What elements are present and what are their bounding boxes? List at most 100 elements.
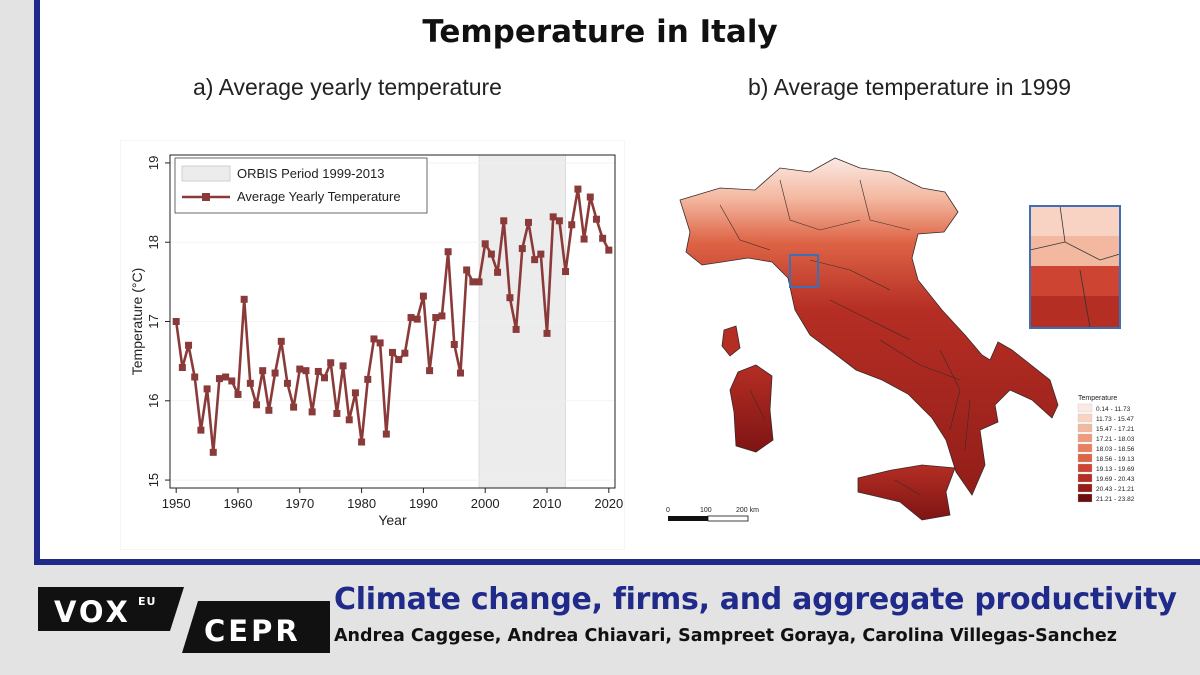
data-point <box>376 339 384 347</box>
inset-cell-2 <box>1030 236 1120 266</box>
temperature-line-chart: 1950 1960 1970 1980 1990 2000 2010 2020 1516171… <box>120 140 625 550</box>
data-point <box>321 374 329 382</box>
panel-a-title: a) Average yearly temperature <box>193 74 502 100</box>
map-inset <box>1029 205 1121 329</box>
data-point <box>253 401 261 409</box>
x-tick-label: 2010 <box>533 496 562 511</box>
map-region-borders <box>719 179 971 496</box>
map-legend-swatch <box>1077 423 1093 433</box>
scale-bar-black <box>668 516 708 521</box>
data-point <box>524 218 532 226</box>
x-tick-label: 2000 <box>471 496 500 511</box>
data-point <box>290 403 298 411</box>
map-sicily <box>857 464 956 521</box>
map-legend-label: 18.03 - 18.56 <box>1096 446 1135 453</box>
logo-cepr-block <box>182 601 330 653</box>
data-point <box>469 278 477 286</box>
map-legend-label: 19.13 - 19.69 <box>1096 466 1135 473</box>
x-tick-label: 1990 <box>409 496 438 511</box>
italy-temperature-map: Temperature 0.14 - 11.73 11.73 - 15.47 15.… <box>666 157 1135 522</box>
data-point <box>426 367 434 375</box>
article-headline[interactable]: Climate change, firms, and aggregate pro… <box>334 582 1177 617</box>
data-point <box>308 408 316 416</box>
data-point <box>234 390 242 398</box>
series-points <box>172 185 613 456</box>
map-legend: Temperature 0.14 - 11.73 11.73 - 15.47 15.… <box>1077 395 1135 503</box>
inset-cell-4 <box>1030 296 1120 328</box>
map-legend-label: 18.56 - 19.13 <box>1096 456 1135 463</box>
legend-label-average-yearly-temperature: Average Yearly Temperature <box>237 189 401 204</box>
data-point <box>271 369 279 377</box>
data-point <box>481 240 489 248</box>
data-point <box>475 278 483 286</box>
map-legend-label: 0.14 - 11.73 <box>1096 406 1131 413</box>
logo-vox-text: VOX <box>54 595 131 629</box>
map-legend-label: 11.73 - 15.47 <box>1096 416 1134 423</box>
data-point <box>172 318 180 325</box>
legend-swatch-orbis-period <box>181 165 231 182</box>
y-tick-label: 16 <box>146 394 161 408</box>
map-legend-swatch <box>1077 413 1093 423</box>
map-scale-bar: 0 100 200 km <box>666 507 759 522</box>
data-point <box>351 389 359 397</box>
map-legend-label: 21.21 - 23.82 <box>1096 496 1135 503</box>
page-title: Temperature in Italy <box>422 14 778 50</box>
inset-border-lines <box>1029 205 1121 329</box>
map-legend-label: 20.43 - 21.21 <box>1096 486 1135 493</box>
data-point <box>339 362 347 370</box>
x-tick-label: 1960 <box>224 496 253 511</box>
data-point <box>537 250 545 258</box>
data-point <box>512 325 520 333</box>
data-point <box>438 312 446 320</box>
y-tick-label: 17 <box>146 314 161 328</box>
map-legend-title: Temperature <box>1078 395 1117 402</box>
scale-label-0: 0 <box>666 507 670 514</box>
data-point <box>246 379 254 387</box>
data-point <box>407 314 415 322</box>
data-point <box>215 375 223 383</box>
data-point <box>370 335 378 343</box>
data-point <box>345 416 353 424</box>
data-point <box>197 426 205 434</box>
data-point <box>203 385 211 393</box>
map-legend-label: 19.69 - 20.43 <box>1096 476 1135 483</box>
legend-label-orbis-period: ORBIS Period 1999-2013 <box>237 166 384 181</box>
y-tick-label: 18 <box>146 235 161 249</box>
data-point <box>586 193 594 201</box>
vox-cepr-logo: VOX EU CEPR <box>38 587 330 653</box>
scale-label-100: 100 <box>700 507 712 514</box>
data-point <box>259 367 267 375</box>
data-point <box>228 377 236 385</box>
panel-b-title: b) Average temperature in 1999 <box>748 74 1072 100</box>
data-point <box>222 373 230 381</box>
data-point <box>605 246 613 254</box>
chart-legend: ORBIS Period 1999-2013 Average Yearly Te… <box>174 157 428 214</box>
x-axis-ticks: 1950 1960 1970 1980 1990 2000 2010 2020 <box>162 488 623 511</box>
data-point <box>395 356 403 364</box>
data-point <box>209 448 217 456</box>
x-tick-label: 1980 <box>347 496 376 511</box>
data-point <box>358 438 366 446</box>
x-tick-label: 2020 <box>594 496 623 511</box>
data-point <box>494 268 502 276</box>
map-legend-label: 17.21 - 18.03 <box>1096 436 1135 443</box>
map-legend-swatch <box>1077 473 1093 483</box>
scale-label-200: 200 km <box>736 507 759 514</box>
data-point <box>277 337 285 345</box>
logo-eu-text: EU <box>138 595 156 608</box>
data-point <box>568 221 576 229</box>
inset-frame <box>1029 205 1121 329</box>
map-legend-swatch <box>1077 483 1093 493</box>
data-point <box>543 329 551 337</box>
data-point <box>413 315 421 323</box>
data-point <box>500 217 508 225</box>
data-point <box>302 367 310 375</box>
data-point <box>580 235 588 243</box>
data-point <box>265 406 273 414</box>
map-legend-label: 15.47 - 17.21 <box>1096 426 1135 433</box>
inset-cell-1 <box>1030 206 1120 236</box>
map-corsica <box>721 325 741 357</box>
x-tick-label: 1970 <box>285 496 314 511</box>
data-point <box>389 348 396 356</box>
y-axis-ticks: 15 16 17 18 19 <box>146 156 170 487</box>
